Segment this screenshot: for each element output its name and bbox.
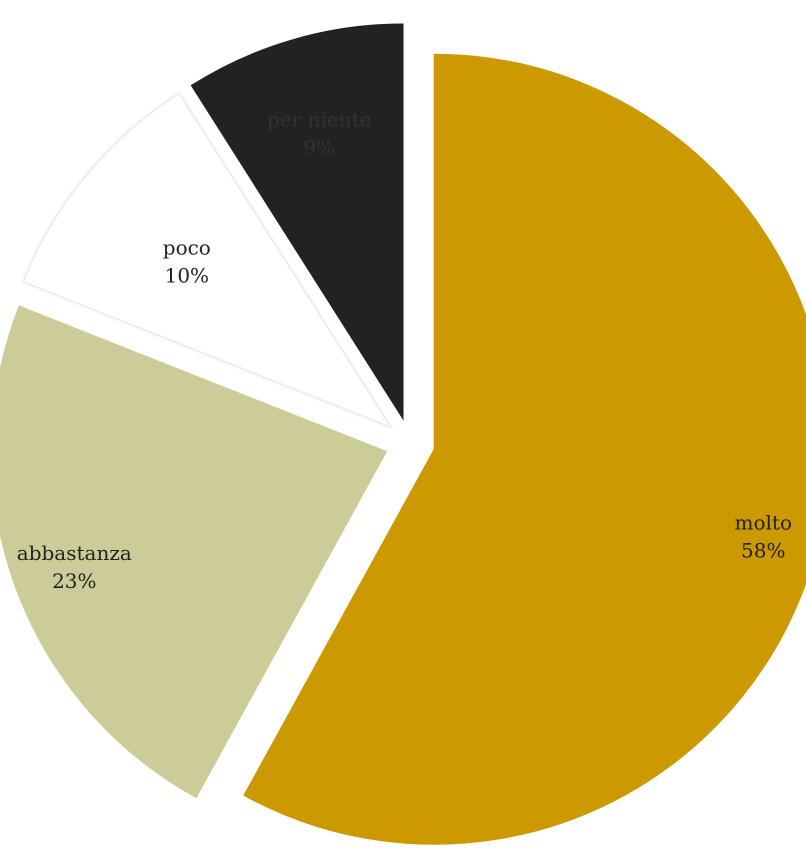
pie-labels: molto 58% abbastanza 23% poco 10% per niente 9%	[17, 108, 792, 593]
slice-label-per-niente: per niente	[267, 108, 371, 132]
slice-label-abbastanza: abbastanza	[17, 541, 132, 565]
slice-value-abbastanza: 23%	[52, 569, 96, 593]
slice-value-molto: 58%	[741, 539, 785, 563]
slice-label-molto: molto	[735, 511, 792, 535]
pie-slices	[0, 23, 806, 845]
slice-value-per-niente: 9%	[303, 136, 335, 160]
slice-value-poco: 10%	[165, 263, 209, 287]
pie-slice-molto	[243, 53, 806, 845]
pie-slice-poco	[22, 92, 392, 429]
slice-label-poco: poco	[163, 235, 211, 259]
pie-slice-abbastanza	[0, 305, 388, 799]
pie-slice-per-niente	[190, 23, 404, 421]
